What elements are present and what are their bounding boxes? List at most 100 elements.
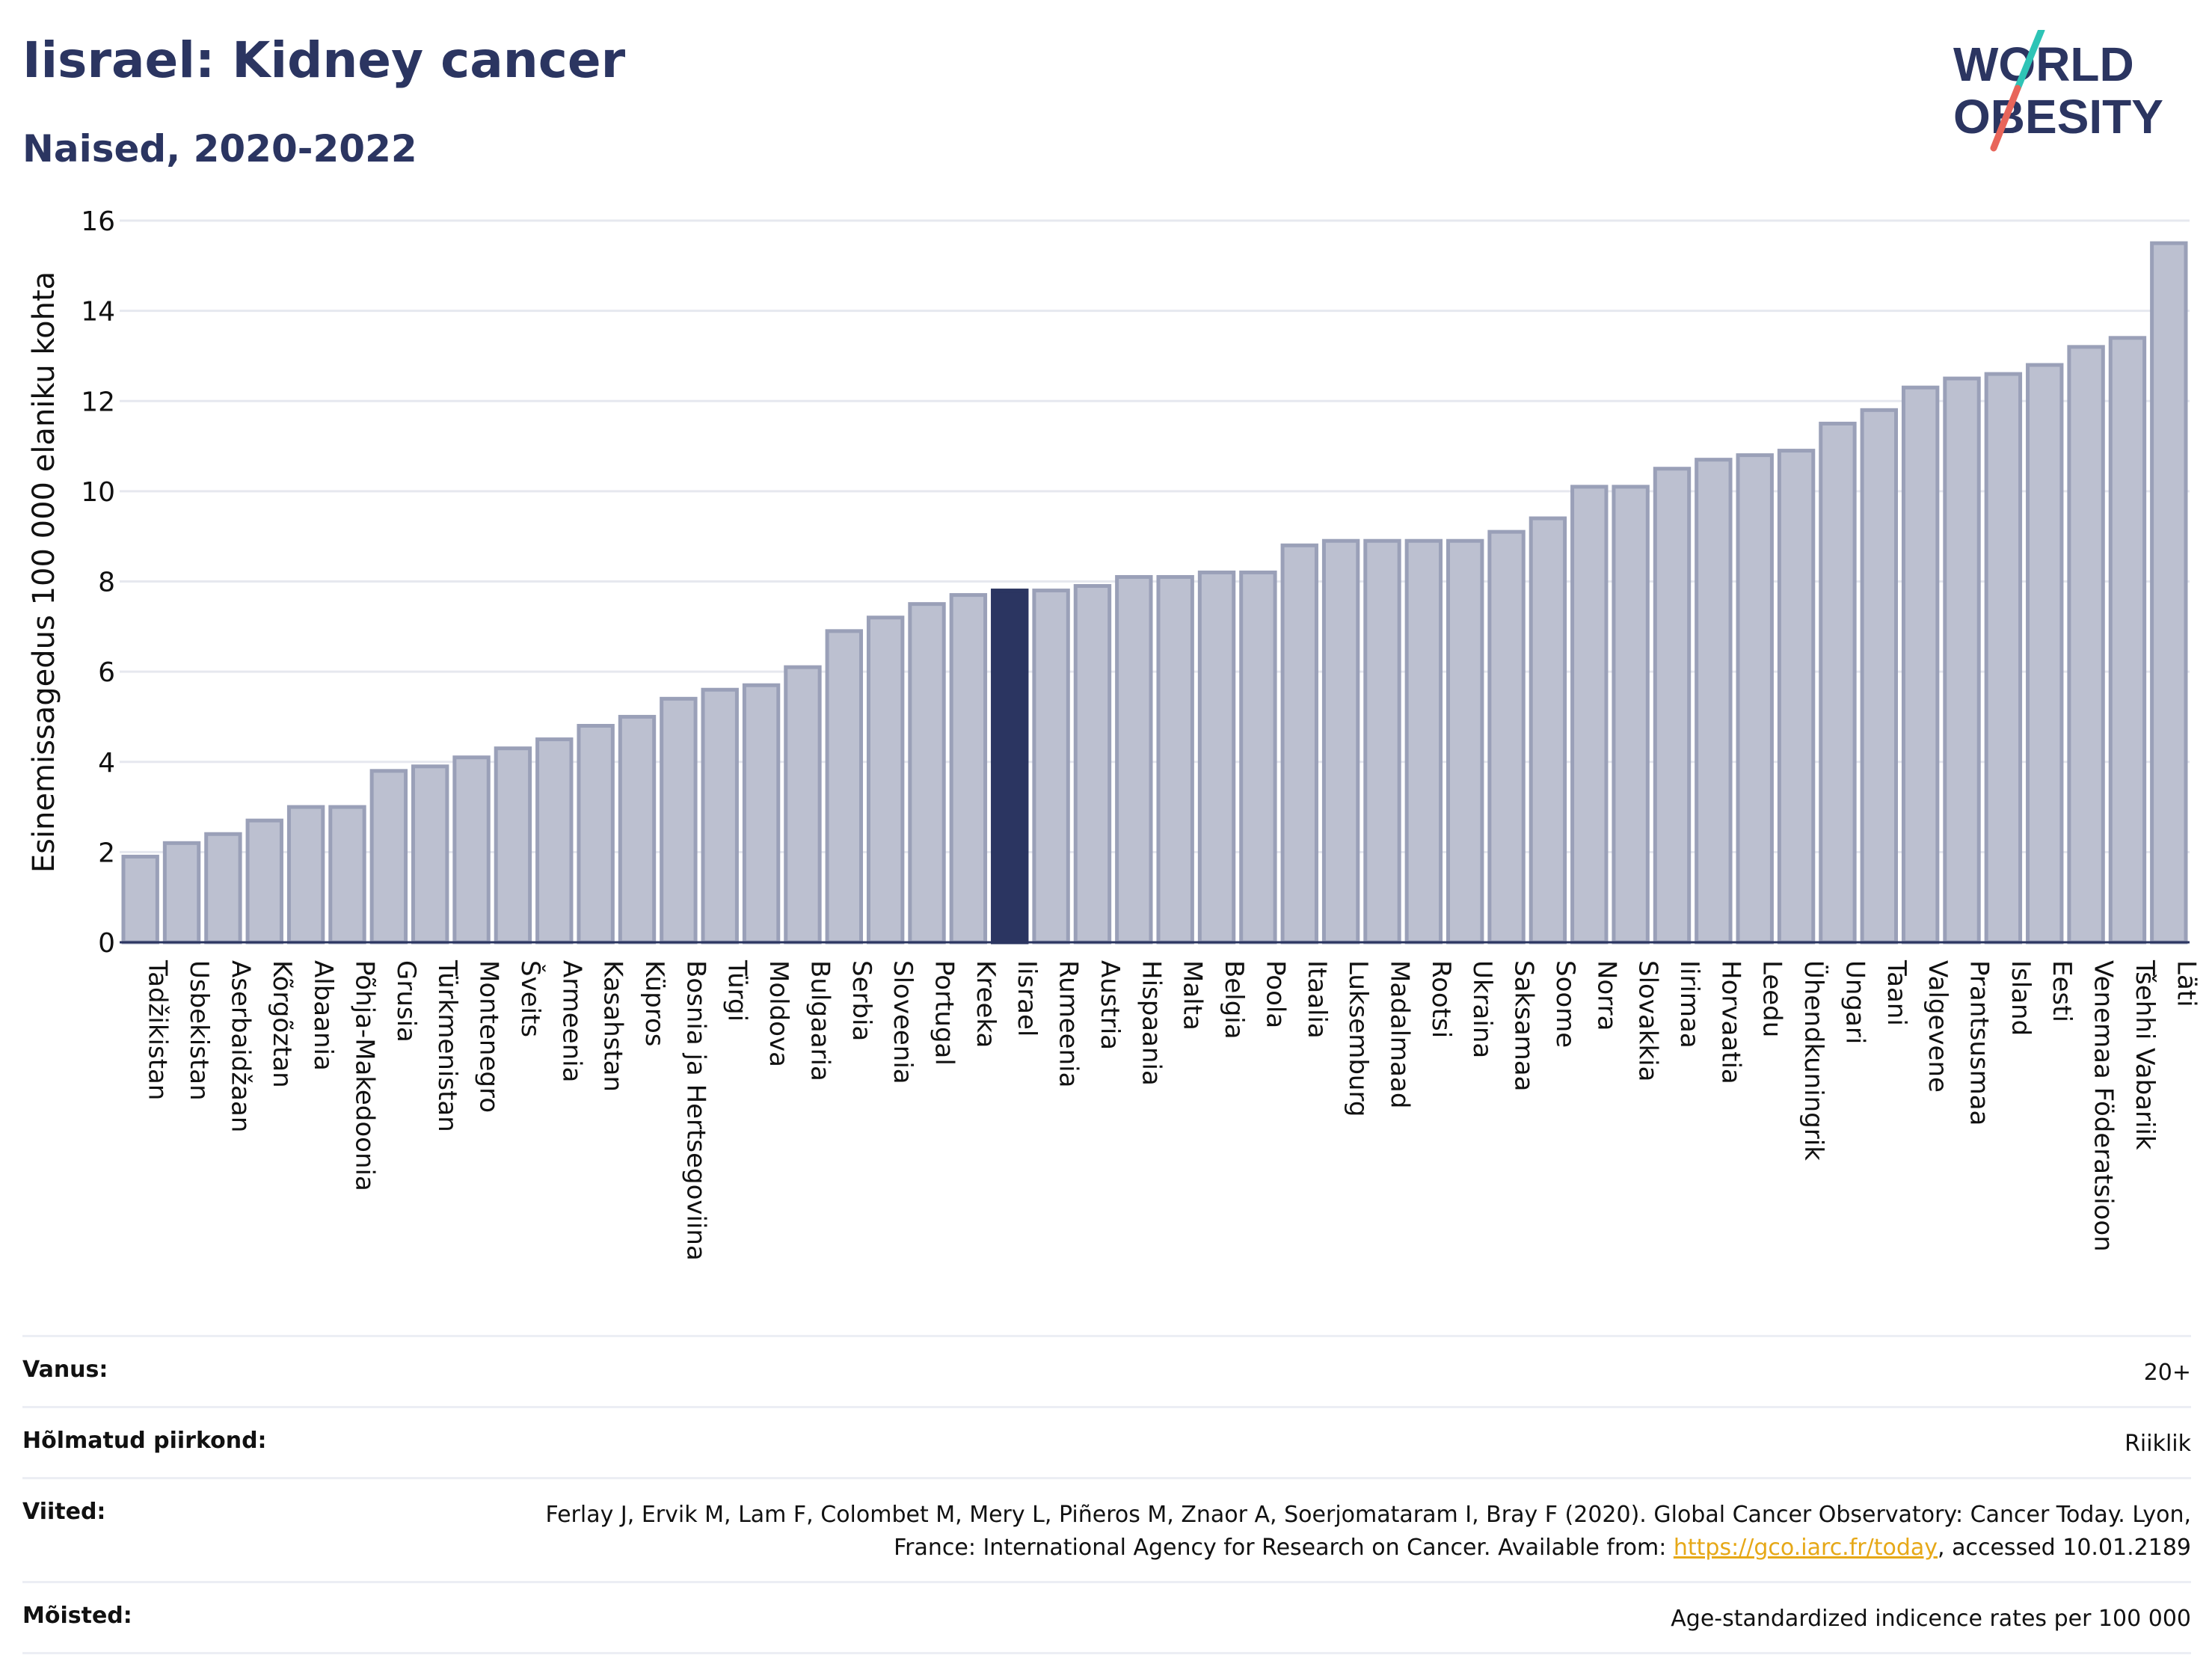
chart-subtitle: Naised, 2020-2022 — [22, 127, 417, 171]
bar — [1529, 516, 1567, 945]
x-tick-label: Ukraina — [1467, 960, 1497, 1058]
bar — [577, 724, 615, 945]
bar — [1653, 467, 1692, 945]
bar — [908, 602, 946, 945]
x-tick-label: Armeenia — [556, 960, 586, 1082]
bar — [162, 841, 201, 945]
x-tick-label: Ungari — [1840, 960, 1870, 1044]
bar — [1487, 529, 1526, 945]
bar — [2108, 336, 2147, 945]
y-tick-labels: 0 2 4 6 8 10 12 14 16 — [81, 206, 115, 959]
bar — [2067, 345, 2105, 945]
logo-word-obesity: OBESITY — [1953, 90, 2163, 144]
bar — [286, 805, 325, 945]
meta-value: Ferlay J, Ervik M, Lam F, Colombet M, Me… — [509, 1499, 2191, 1565]
bar — [2150, 241, 2188, 945]
y-tick-label: 2 — [98, 838, 115, 868]
bar — [121, 854, 159, 945]
bar — [494, 746, 532, 945]
bar-chart: 0 2 4 6 8 10 12 14 16 Tadžikistan Usbekistan Aserb… — [27, 206, 2202, 1261]
logo-slash-red — [1990, 85, 2021, 152]
bar — [742, 683, 781, 945]
chart-title: Iisrael: Kidney cancer — [22, 31, 626, 89]
bar — [2026, 363, 2064, 945]
x-tick-label: Madalmaad — [1384, 960, 1414, 1108]
x-tick-label: Kreeka — [971, 960, 1001, 1048]
bar — [1736, 453, 1774, 945]
x-tick-label: Malta — [1178, 960, 1208, 1031]
x-tick-label: Ühendkuningrik — [1798, 960, 1829, 1161]
bar — [1901, 385, 1940, 945]
bar — [1280, 543, 1318, 945]
x-tick-label: Moldova — [764, 960, 793, 1067]
world-obesity-logo: WORLD OBESITY — [1953, 30, 2163, 152]
bar — [328, 805, 366, 945]
y-tick-label: 8 — [98, 568, 115, 598]
bar — [1695, 458, 1733, 945]
meta-value: Riiklik — [2125, 1431, 2191, 1457]
y-tick-label: 4 — [98, 748, 115, 779]
bar-highlight — [991, 589, 1029, 945]
x-tick-label: Aserbaidžaan — [225, 960, 255, 1132]
reference-link[interactable]: https://gco.iarc.fr/today — [1673, 1535, 1938, 1561]
x-tick-label: Horvaatia — [1715, 960, 1745, 1084]
x-tick-label: Türgi — [722, 959, 752, 1022]
reference-text: Ferlay J, Ervik M, Lam F, Colombet M, Me… — [545, 1502, 2191, 1561]
x-tick-label: Prantsusmaa — [1964, 960, 1994, 1126]
x-tick-label: Eesti — [2047, 960, 2077, 1022]
bar — [1032, 589, 1070, 945]
bar — [866, 615, 905, 945]
x-tick-labels: Tadžikistan Usbekistan Aserbaidžaan Kõrgõzt… — [143, 959, 2202, 1261]
x-tick-label: Kasahstan — [598, 960, 628, 1092]
x-tick-label: Island — [2006, 960, 2036, 1036]
meta-row-definitions: Mõisted: Age-standardized indicence rate… — [22, 1581, 2191, 1654]
bar — [1197, 570, 1236, 945]
bar — [660, 696, 698, 945]
bar — [618, 714, 657, 945]
y-tick-label: 0 — [98, 928, 115, 959]
y-tick-label: 10 — [81, 477, 115, 508]
meta-label: Mõisted: — [22, 1603, 132, 1629]
bar — [1446, 538, 1484, 945]
bar — [1777, 449, 1816, 945]
meta-value: 20+ — [2143, 1360, 2191, 1386]
x-tick-label: Itaalia — [1302, 960, 1332, 1039]
bar — [1943, 376, 1981, 945]
x-tick-label: Soome — [1550, 960, 1580, 1048]
meta-row-age: Vanus: 20+ — [22, 1335, 2191, 1406]
bar — [1404, 538, 1443, 945]
x-tick-label: Kõrgõztan — [267, 960, 297, 1088]
x-tick-label: Luksemburg — [1343, 960, 1373, 1117]
x-tick-label: Belgia — [1219, 960, 1249, 1040]
x-tick-label: Saksamaa — [1509, 960, 1539, 1091]
x-tick-label: Slovakkia — [1633, 960, 1663, 1081]
x-tick-label: Bulgaaria — [805, 960, 835, 1081]
x-tick-label: Tšehhi Vabariik — [2130, 959, 2160, 1150]
x-tick-label: Sloveenia — [888, 960, 918, 1084]
x-tick-label: Taani — [1881, 959, 1911, 1026]
x-tick-label: Šveits — [515, 960, 546, 1037]
bar — [949, 593, 988, 945]
meta-row-references: Viited: Ferlay J, Ervik M, Lam F, Colomb… — [22, 1477, 2191, 1581]
x-tick-label: Läti — [2171, 960, 2201, 1007]
x-tick-label: Iirimaa — [1674, 960, 1704, 1048]
x-tick-label: Venemaa Föderatsioon — [2089, 960, 2119, 1252]
x-tick-label: Põhja-Makedoonia — [349, 960, 379, 1191]
bar — [1115, 574, 1153, 945]
x-tick-label: Austria — [1095, 960, 1125, 1050]
meta-label: Vanus: — [22, 1357, 108, 1383]
y-axis-label: Esinemissagedus 100 000 elaniku kohta — [27, 271, 61, 873]
x-tick-label: Albaania — [308, 960, 338, 1071]
x-tick-label: Türkmenistan — [432, 959, 462, 1132]
x-tick-label: Küpros — [639, 960, 669, 1046]
x-tick-label: Leedu — [1757, 960, 1787, 1037]
meta-row-region: Hõlmatud piirkond: Riiklik — [22, 1406, 2191, 1477]
bar — [1570, 485, 1609, 945]
y-tick-label: 6 — [98, 657, 115, 688]
y-tick-label: 14 — [81, 297, 115, 328]
bar — [1860, 408, 1898, 945]
x-tick-label: Grusia — [391, 960, 421, 1043]
meta-value: Age-standardized indicence rates per 100… — [1671, 1606, 2191, 1632]
meta-label: Viited: — [22, 1499, 106, 1525]
logo-slash-teal — [2014, 30, 2045, 92]
